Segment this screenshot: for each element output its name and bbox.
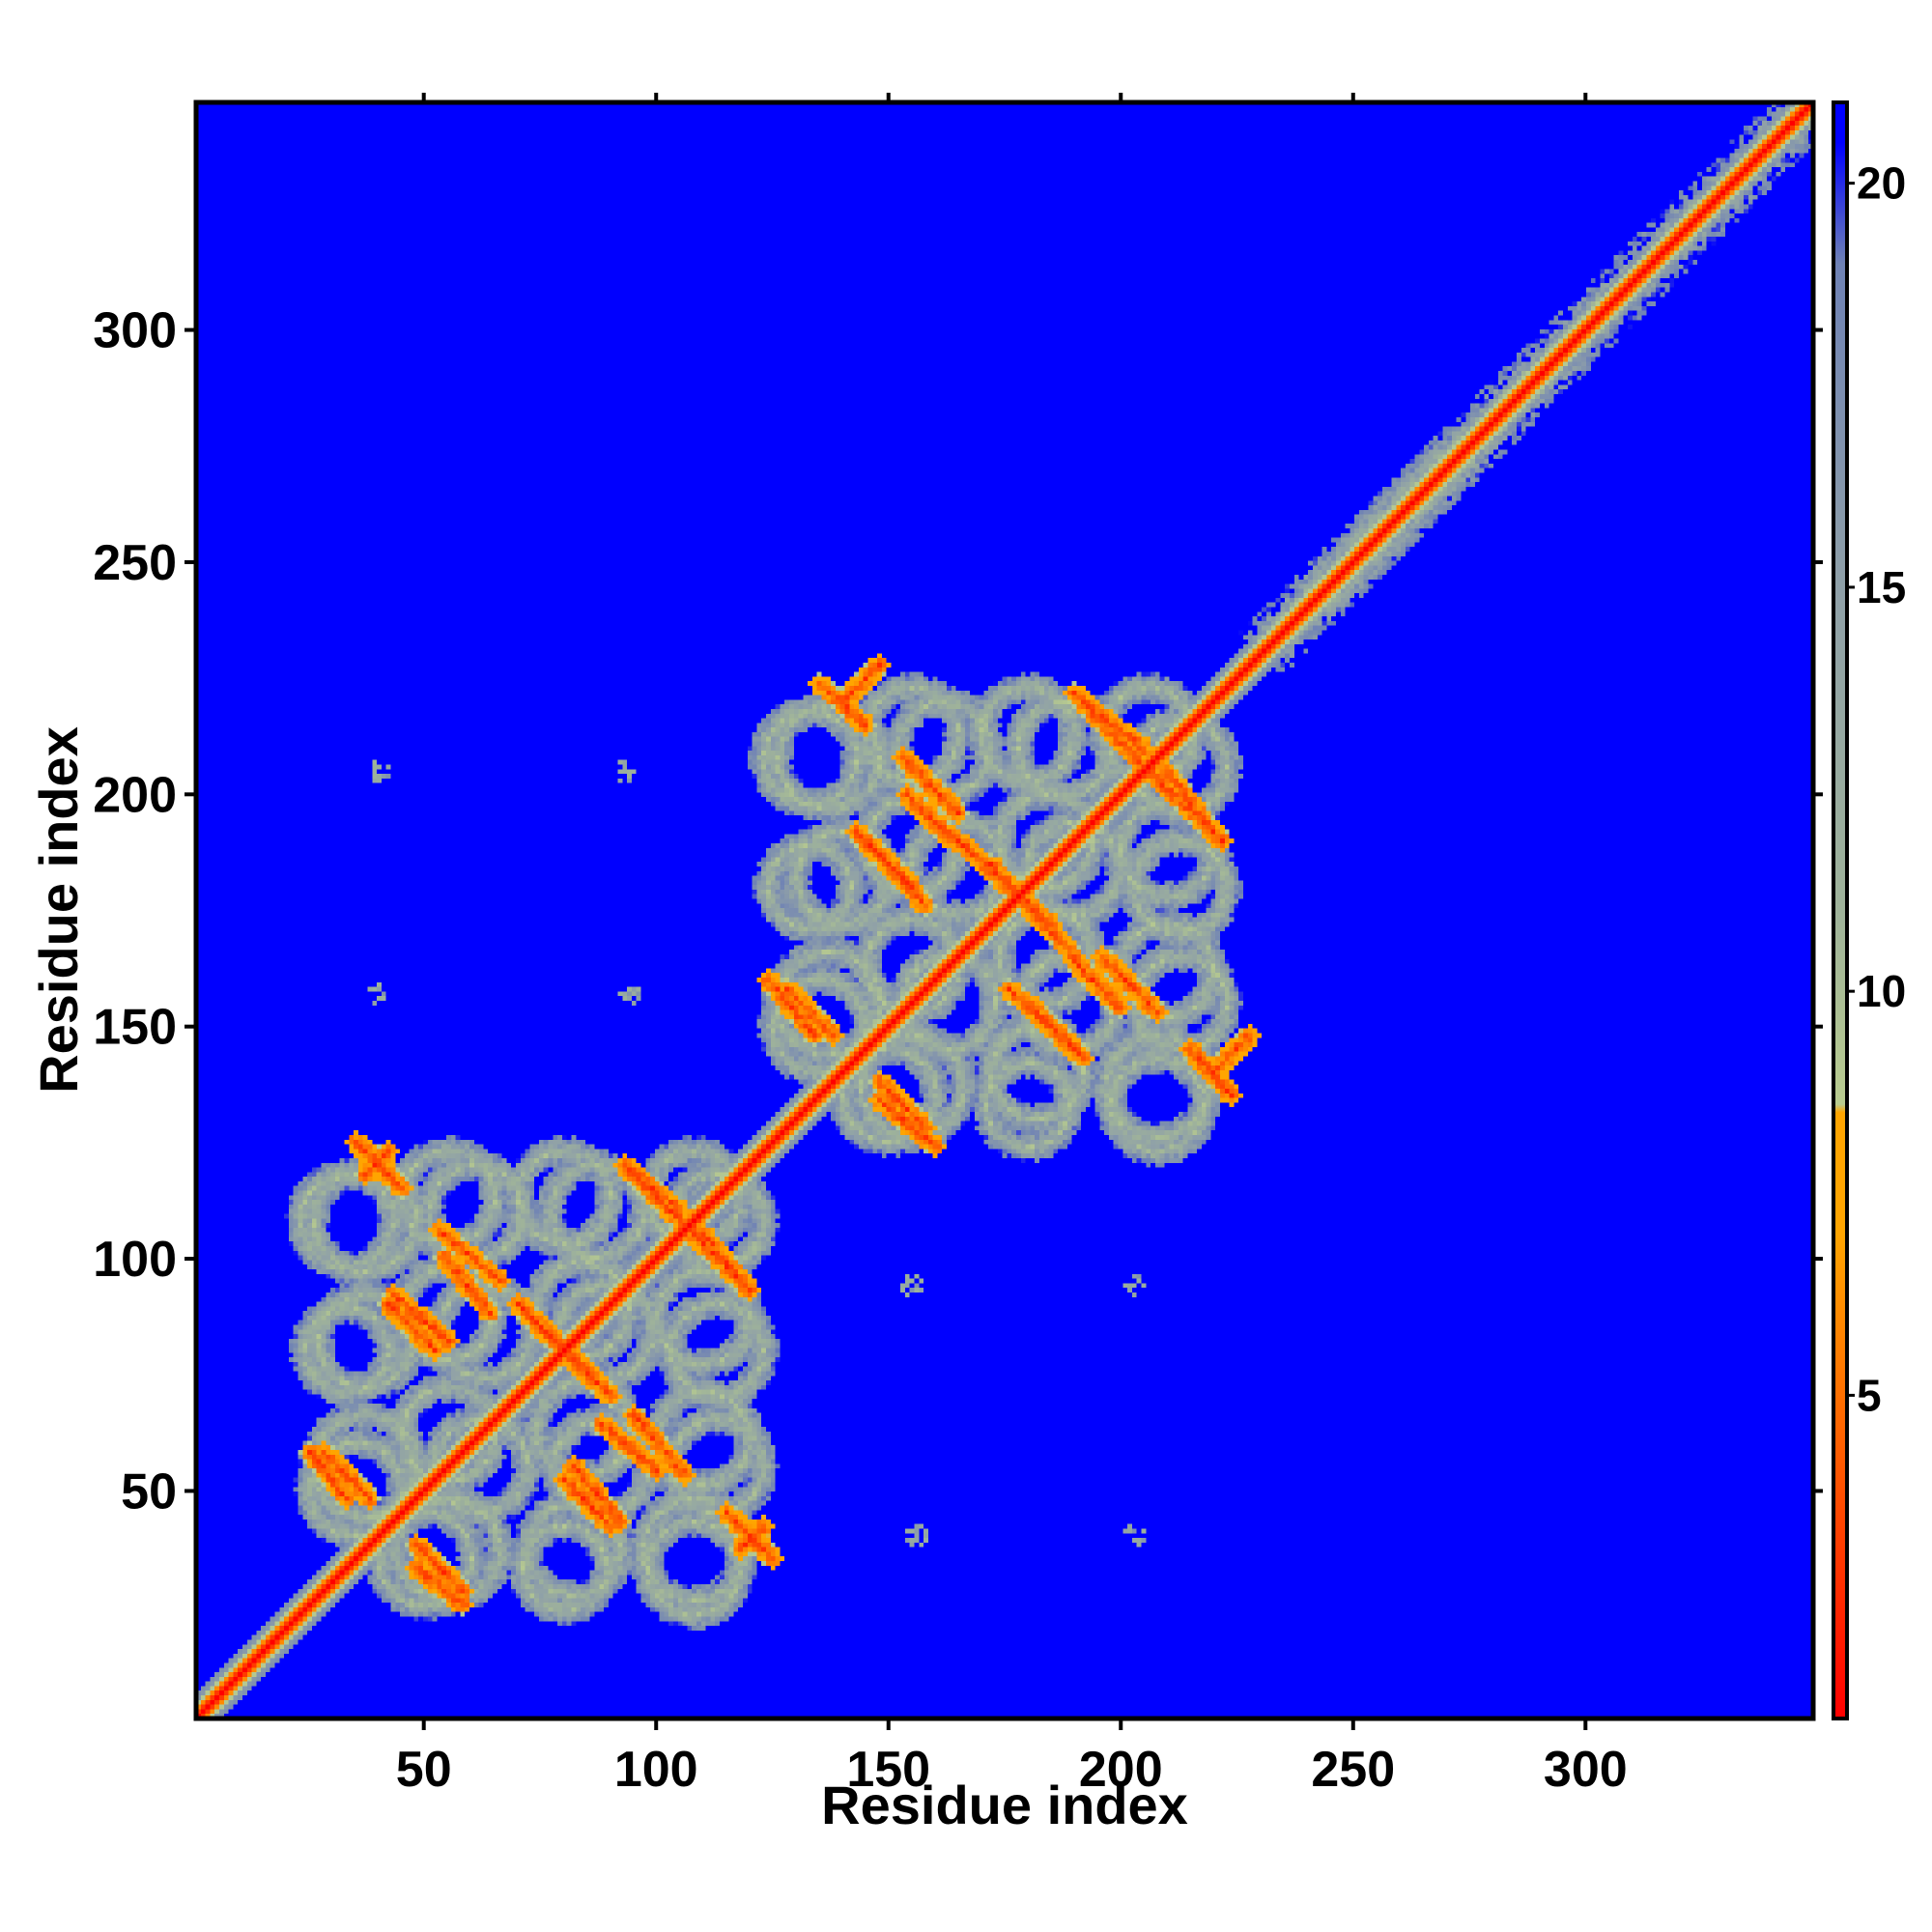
x-tick-label: 100 — [614, 1742, 698, 1798]
x-tick-label: 300 — [1544, 1742, 1628, 1798]
x-tick-label: 50 — [396, 1742, 452, 1798]
colorbar-tick-label: 5 — [1857, 1370, 1882, 1420]
y-tick-label: 150 — [93, 1000, 177, 1056]
x-tick-label: 250 — [1311, 1742, 1395, 1798]
y-tick-label: 250 — [93, 535, 177, 591]
y-tick-label: 200 — [93, 767, 177, 823]
colorbar: 5 10 15 20 — [1832, 100, 1906, 1720]
colorbar-tick-label: 15 — [1857, 562, 1906, 612]
y-tick-label: 50 — [121, 1463, 177, 1520]
y-tick-label: 100 — [93, 1232, 177, 1288]
colorbar-tick-label: 10 — [1857, 966, 1906, 1016]
heatmap-image — [196, 102, 1813, 1719]
x-axis-label: Residue index — [821, 1775, 1188, 1835]
plot-frame — [193, 99, 1816, 1721]
x-axis-ticks: 50 100 150 200 250 300 — [396, 93, 1628, 1798]
y-axis-ticks: 50 100 150 200 250 300 — [93, 303, 1823, 1520]
colorbar-gradient — [1832, 100, 1849, 1720]
y-tick-label: 300 — [93, 303, 177, 359]
x-tick-label: 200 — [1079, 1742, 1163, 1798]
x-tick-label: 150 — [846, 1742, 930, 1798]
heatmap-plot-area — [196, 102, 1813, 1719]
colorbar-tick-label: 20 — [1857, 158, 1906, 209]
y-axis-label: Residue index — [28, 726, 89, 1094]
